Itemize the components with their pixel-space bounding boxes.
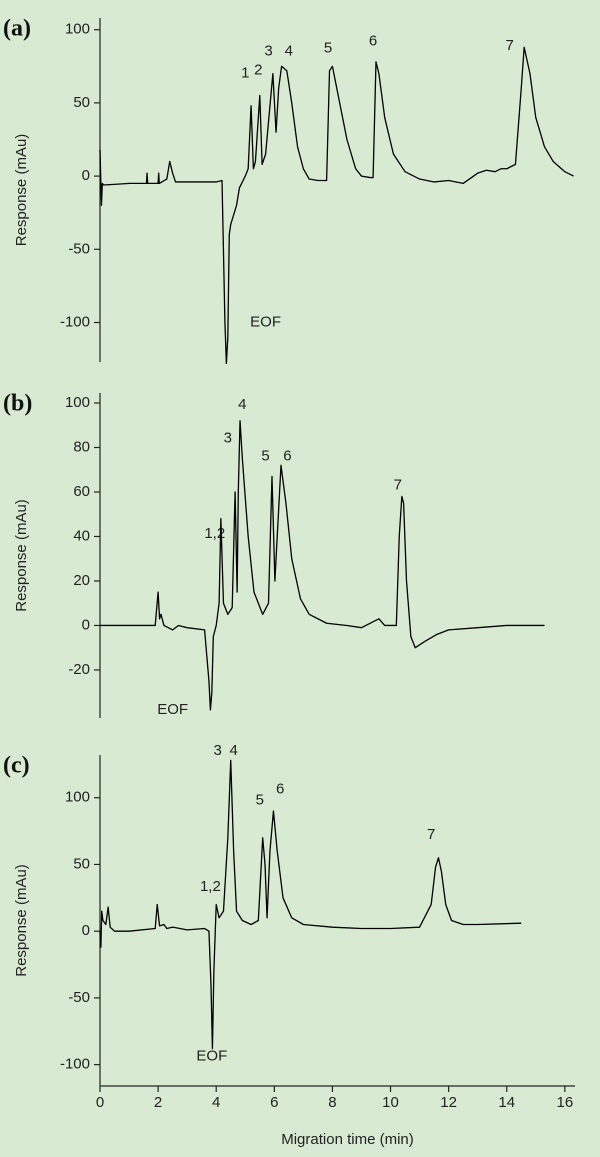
y-tick-label: 50 (73, 855, 90, 872)
y-tick-label: -100 (60, 1056, 90, 1073)
peak-label: 3 (213, 742, 221, 759)
y-tick-label: 100 (65, 394, 90, 411)
peak-label: EOF (157, 701, 188, 718)
x-tick-label: 16 (556, 1094, 573, 1111)
y-tick-label: -20 (68, 661, 90, 678)
y-tick-label: -100 (60, 313, 90, 330)
peak-label: 4 (285, 43, 293, 60)
x-tick-label: 14 (498, 1094, 515, 1111)
x-tick-label: 2 (154, 1094, 162, 1111)
y-tick-label: 20 (73, 572, 90, 589)
peak-label: 7 (394, 476, 402, 493)
trace (99, 759, 522, 1050)
y-tick-label: 60 (73, 483, 90, 500)
peak-label: 5 (256, 791, 264, 808)
peak-label: 3 (264, 43, 272, 60)
peak-label: 6 (283, 447, 291, 464)
x-tick-label: 0 (96, 1094, 104, 1111)
y-tick-label: 0 (82, 167, 90, 184)
peak-label: 7 (427, 826, 435, 843)
peak-label: 5 (324, 40, 332, 57)
y-tick-label: 100 (65, 21, 90, 38)
y-axis-label: Response (mAu) (13, 499, 30, 612)
y-tick-label: -50 (68, 240, 90, 257)
peak-label: EOF (250, 313, 281, 330)
y-tick-label: 0 (82, 922, 90, 939)
peak-label: 1 (241, 65, 249, 82)
x-tick-label: 8 (328, 1094, 336, 1111)
x-tick-label: 4 (212, 1094, 220, 1111)
peak-label: 7 (505, 37, 513, 54)
y-tick-label: 40 (73, 527, 90, 544)
peak-label: EOF (196, 1048, 227, 1065)
peak-label: 2 (254, 62, 262, 79)
peak-label: 4 (238, 396, 246, 413)
x-axis-label: Migration time (min) (281, 1131, 414, 1148)
peak-label: 1,2 (200, 878, 221, 895)
x-tick-label: 10 (382, 1094, 399, 1111)
peak-label: 4 (229, 742, 237, 759)
y-tick-label: 80 (73, 438, 90, 455)
y-tick-label: 100 (65, 789, 90, 806)
peak-label: 6 (276, 781, 284, 798)
y-tick-label: -50 (68, 989, 90, 1006)
y-tick-label: 50 (73, 94, 90, 111)
y-axis-label: Response (mAu) (13, 134, 30, 247)
panel-label: (b) (3, 391, 32, 417)
peak-label: 5 (261, 447, 269, 464)
y-tick-label: 0 (82, 616, 90, 633)
x-tick-label: 6 (270, 1094, 278, 1111)
panel-label: (c) (3, 753, 30, 779)
y-axis-label: Response (mAu) (13, 864, 30, 977)
trace (99, 46, 574, 365)
trace (100, 420, 545, 711)
panel-label: (a) (3, 16, 31, 42)
peak-label: 6 (369, 32, 377, 49)
peak-label: 3 (224, 430, 232, 447)
x-tick-label: 12 (440, 1094, 457, 1111)
